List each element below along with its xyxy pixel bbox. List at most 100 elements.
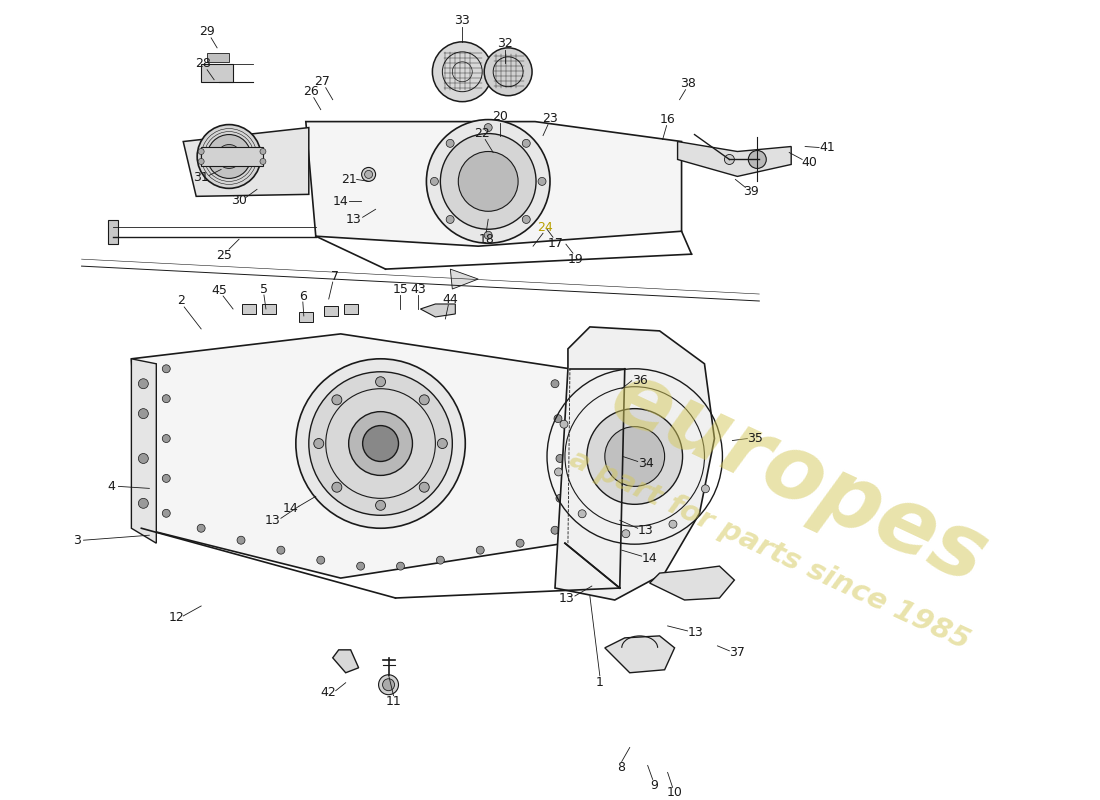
Circle shape xyxy=(556,494,564,502)
Circle shape xyxy=(207,134,251,178)
Bar xyxy=(242,304,256,314)
Circle shape xyxy=(332,395,342,405)
Circle shape xyxy=(427,120,550,243)
Circle shape xyxy=(621,530,630,538)
Circle shape xyxy=(383,678,395,690)
Text: 7: 7 xyxy=(331,270,339,282)
Circle shape xyxy=(362,167,375,182)
Polygon shape xyxy=(420,304,455,317)
Text: 1: 1 xyxy=(596,676,604,690)
Circle shape xyxy=(198,149,205,154)
Bar xyxy=(201,64,233,82)
Circle shape xyxy=(217,145,241,169)
Circle shape xyxy=(459,151,518,211)
Bar xyxy=(262,304,276,314)
Circle shape xyxy=(560,420,568,428)
Text: 40: 40 xyxy=(801,156,817,169)
Text: 2: 2 xyxy=(177,294,185,307)
Text: 26: 26 xyxy=(302,85,319,98)
Text: 9: 9 xyxy=(651,779,659,792)
Text: 43: 43 xyxy=(410,282,427,295)
Circle shape xyxy=(437,556,444,564)
Circle shape xyxy=(447,139,454,147)
Text: 41: 41 xyxy=(820,141,835,154)
Text: 42: 42 xyxy=(321,686,337,699)
Text: 19: 19 xyxy=(568,253,584,266)
Circle shape xyxy=(139,409,148,418)
Polygon shape xyxy=(184,127,309,196)
Circle shape xyxy=(163,365,170,373)
Circle shape xyxy=(516,539,524,547)
Circle shape xyxy=(554,414,562,422)
Circle shape xyxy=(396,562,405,570)
Text: 13: 13 xyxy=(559,591,575,605)
Circle shape xyxy=(139,454,148,463)
Text: 35: 35 xyxy=(747,432,763,445)
Circle shape xyxy=(260,158,266,165)
Text: 22: 22 xyxy=(474,127,491,140)
Circle shape xyxy=(198,158,205,165)
Polygon shape xyxy=(332,650,359,673)
Circle shape xyxy=(356,562,364,570)
Text: 31: 31 xyxy=(194,171,209,184)
Circle shape xyxy=(551,380,559,388)
Polygon shape xyxy=(650,566,735,600)
Circle shape xyxy=(375,500,385,510)
Text: 13: 13 xyxy=(638,524,653,537)
Circle shape xyxy=(551,526,559,534)
Circle shape xyxy=(378,674,398,694)
Text: 23: 23 xyxy=(542,112,558,125)
Text: 20: 20 xyxy=(492,110,508,123)
Polygon shape xyxy=(131,334,570,578)
Text: 37: 37 xyxy=(729,646,746,659)
Polygon shape xyxy=(556,327,715,600)
Circle shape xyxy=(725,154,735,165)
Text: 6: 6 xyxy=(299,290,307,302)
Text: 8: 8 xyxy=(617,761,625,774)
Text: 27: 27 xyxy=(314,75,330,88)
Text: 36: 36 xyxy=(631,374,648,387)
Circle shape xyxy=(556,454,564,462)
Circle shape xyxy=(163,474,170,482)
Text: 21: 21 xyxy=(341,173,356,186)
Circle shape xyxy=(579,510,586,518)
Bar xyxy=(299,312,312,322)
Circle shape xyxy=(447,215,454,223)
Circle shape xyxy=(554,468,562,476)
Text: 18: 18 xyxy=(478,233,494,246)
Text: 38: 38 xyxy=(680,78,695,90)
Circle shape xyxy=(476,546,484,554)
Text: 11: 11 xyxy=(386,695,402,708)
Text: 3: 3 xyxy=(73,534,80,546)
Bar xyxy=(323,306,338,316)
Text: 17: 17 xyxy=(548,237,564,250)
Circle shape xyxy=(277,546,285,554)
Circle shape xyxy=(484,231,492,239)
Circle shape xyxy=(317,556,324,564)
Circle shape xyxy=(236,536,245,544)
Bar xyxy=(201,146,263,166)
Circle shape xyxy=(484,48,532,96)
Circle shape xyxy=(419,395,429,405)
Text: 10: 10 xyxy=(667,786,682,799)
Text: 39: 39 xyxy=(744,185,759,198)
Circle shape xyxy=(314,438,323,449)
Circle shape xyxy=(440,134,536,230)
Circle shape xyxy=(364,170,373,178)
Text: 14: 14 xyxy=(333,195,349,208)
Circle shape xyxy=(332,482,342,492)
Text: 28: 28 xyxy=(195,58,211,70)
Circle shape xyxy=(522,139,530,147)
Circle shape xyxy=(669,520,676,528)
Circle shape xyxy=(296,359,465,528)
Circle shape xyxy=(163,434,170,442)
Text: 33: 33 xyxy=(454,14,470,27)
Circle shape xyxy=(197,524,205,532)
Text: 13: 13 xyxy=(265,514,280,526)
Text: 13: 13 xyxy=(688,626,703,639)
Text: 45: 45 xyxy=(211,283,227,297)
Text: 44: 44 xyxy=(442,293,459,306)
Text: 13: 13 xyxy=(345,213,362,226)
Circle shape xyxy=(375,377,385,386)
Polygon shape xyxy=(450,269,478,289)
